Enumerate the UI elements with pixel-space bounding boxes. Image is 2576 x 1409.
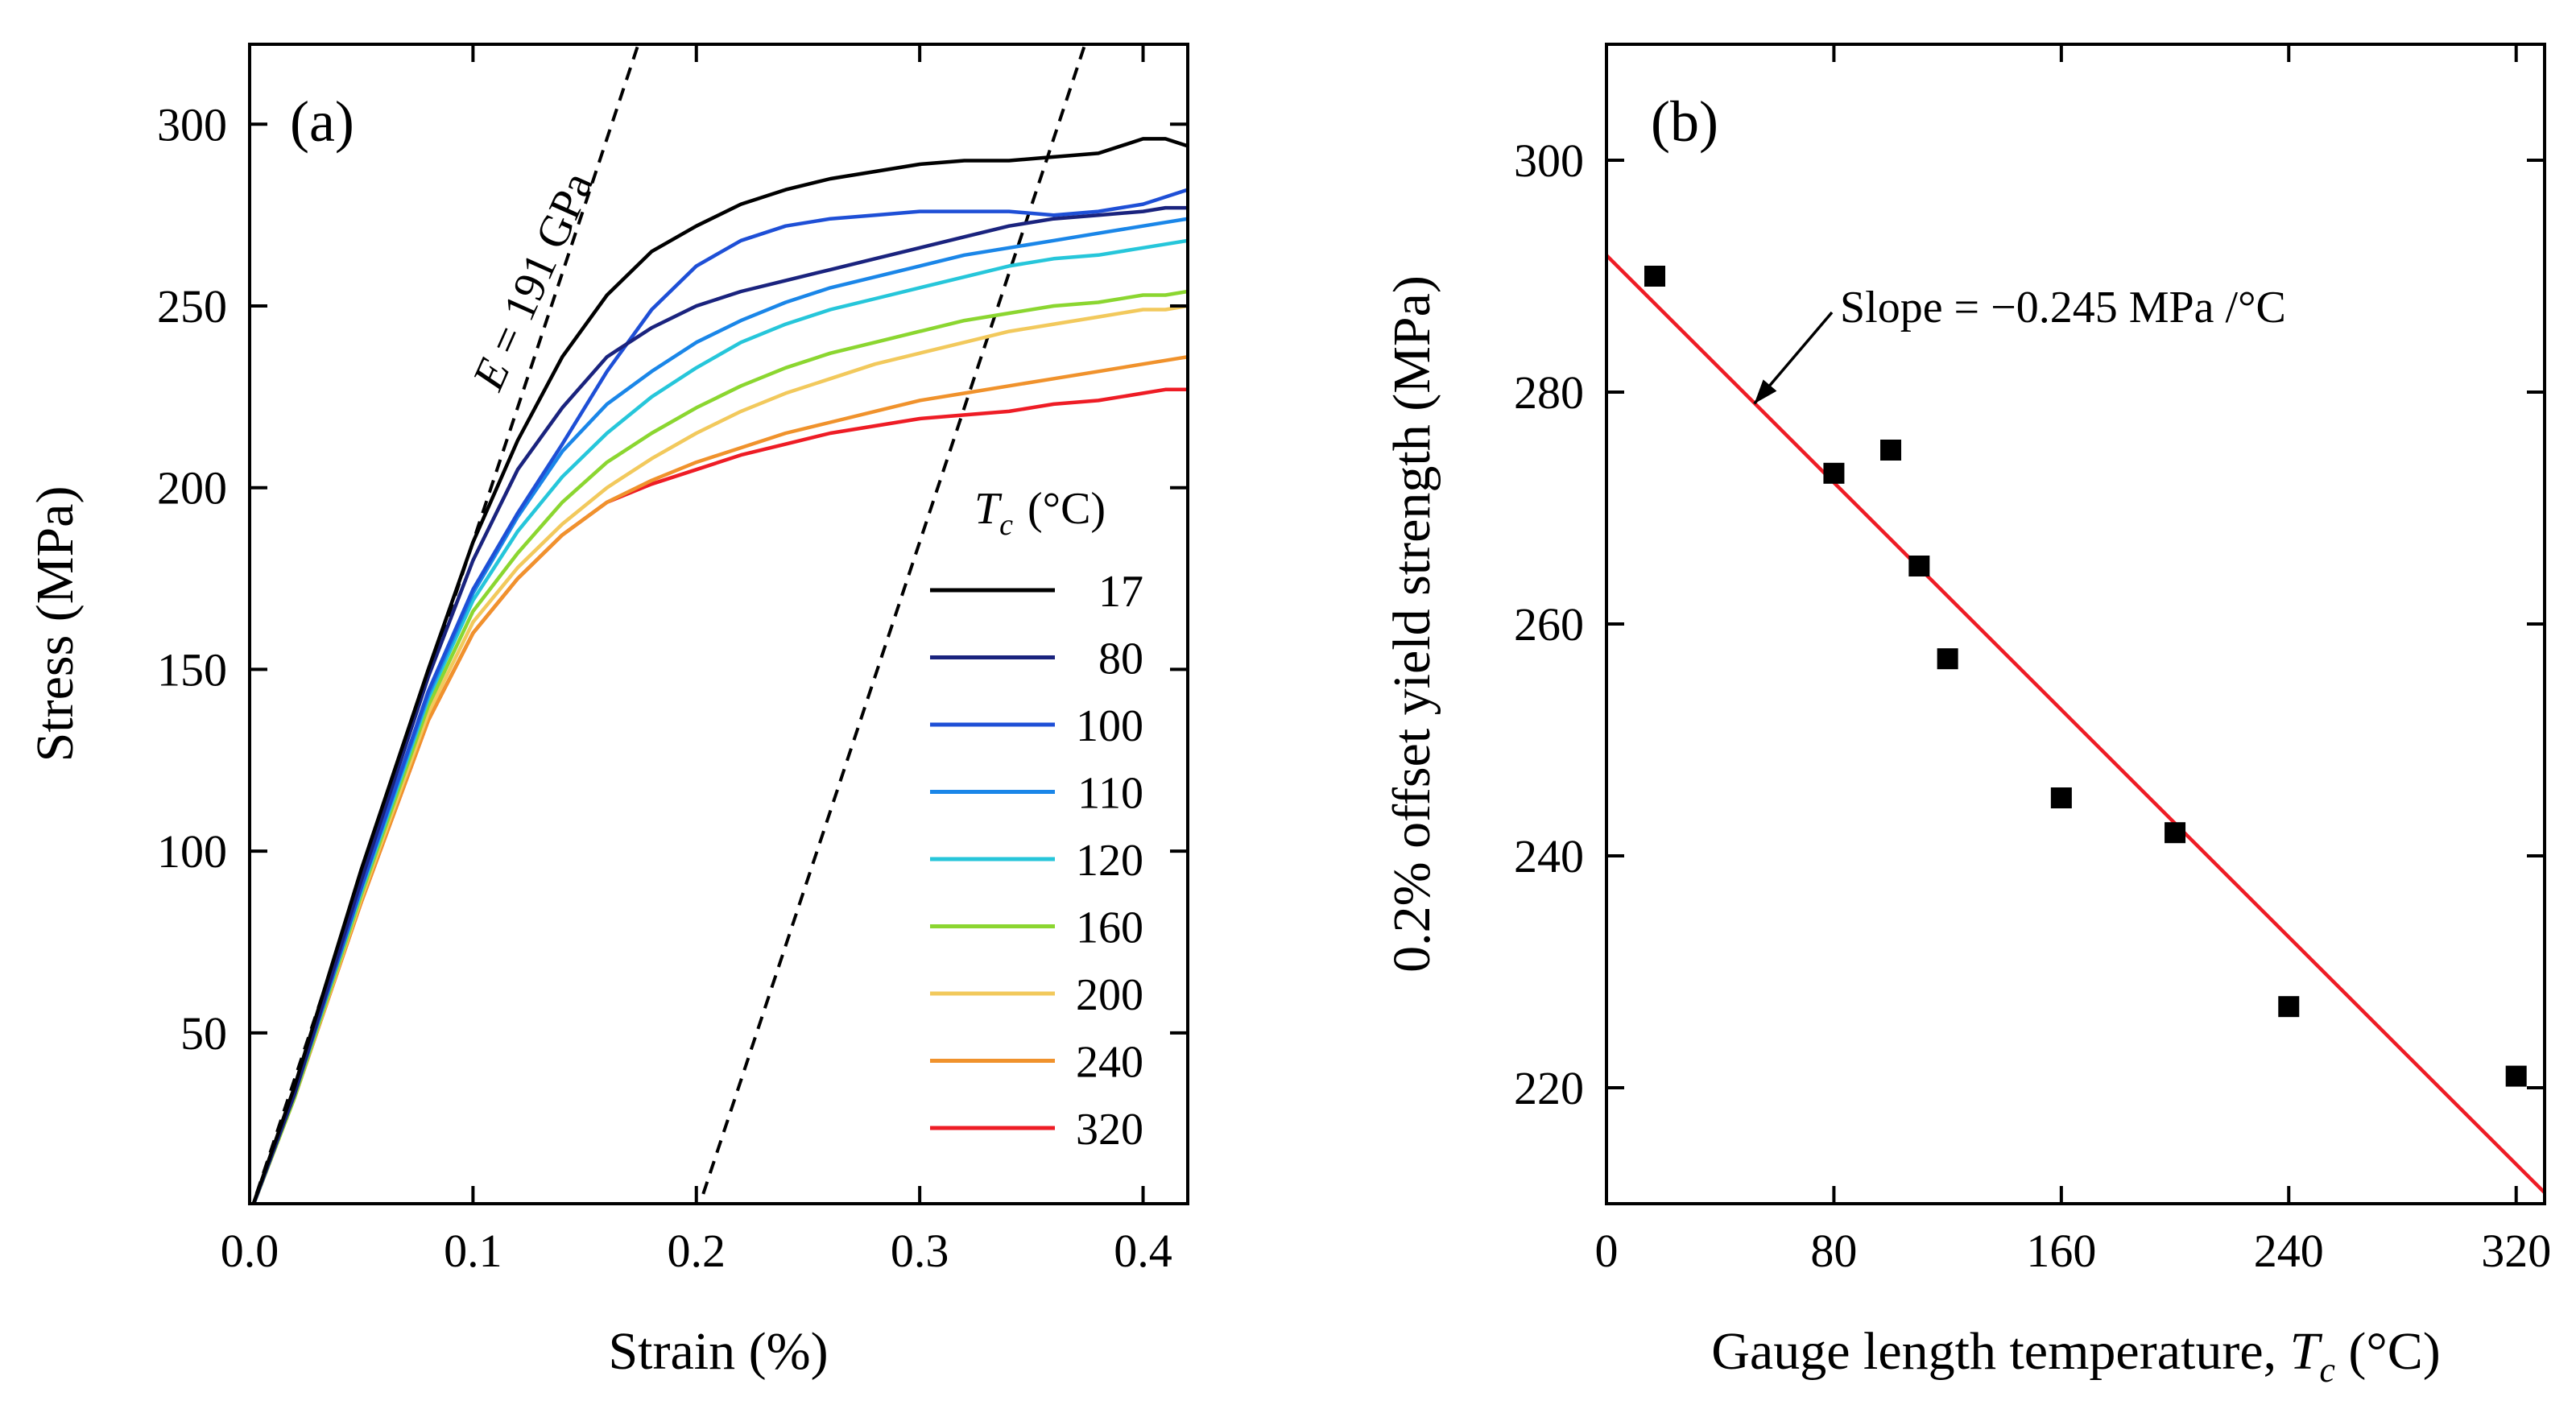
panel-label-a: (a) [290, 89, 354, 154]
plot-frame-a [248, 43, 1189, 1205]
series-line-200 [251, 304, 1188, 1204]
axis-ticks-b: 0 80 160 240 320 220 240 260 280 300 [1514, 44, 2551, 1277]
series-line-120 [251, 238, 1188, 1204]
a-y-tick-label: 50 [180, 1007, 227, 1060]
axis-ticks-a: 0.0 0.1 0.2 0.3 0.4 50 100 150 200 250 300 [157, 44, 1188, 1277]
reference-lines-group [251, 44, 1087, 1204]
scatter-points-group [1644, 266, 2527, 1087]
data-point [1880, 440, 1902, 461]
series-line-100 [251, 188, 1188, 1204]
legend-label-320: 320 [1076, 1105, 1143, 1155]
y-axis-title-b: 0.2% offset yield strength (MPa) [1383, 275, 1441, 973]
b-y-tick-label: 220 [1514, 1062, 1584, 1114]
data-point [1937, 648, 1958, 670]
legend-label-80: 80 [1098, 634, 1143, 684]
legend-label-110: 110 [1077, 769, 1143, 819]
b-x-tick-label: 160 [2026, 1225, 2096, 1277]
legend-label-120: 120 [1076, 836, 1143, 886]
b-x-tick-label: 80 [1810, 1225, 1857, 1277]
b-x-tick-label: 0 [1595, 1225, 1619, 1277]
x-axis-title-a: Strain (%) [608, 1322, 828, 1381]
panel-label-b: (b) [1651, 89, 1718, 154]
b-y-tick-label: 240 [1514, 830, 1584, 882]
stress-strain-series-group [251, 137, 1188, 1204]
a-x-tick-label: 0.4 [1114, 1225, 1172, 1277]
series-line-110 [251, 217, 1188, 1204]
data-point [2050, 787, 2072, 808]
a-x-tick-label: 0.1 [444, 1225, 502, 1277]
plot-frame-b [1605, 43, 2546, 1205]
a-y-tick-label: 200 [157, 462, 227, 514]
a-y-tick-label: 300 [157, 98, 227, 151]
data-point [2165, 822, 2186, 844]
fit-line [1606, 254, 2545, 1194]
arrow-head [1754, 379, 1777, 404]
series-line-17 [251, 137, 1188, 1204]
data-point [1908, 556, 1930, 576]
b-x-tick-label: 240 [2254, 1225, 2324, 1277]
legend-label-200: 200 [1076, 970, 1143, 1020]
offset-line [698, 44, 1087, 1204]
data-point [2278, 996, 2300, 1018]
x-axis-title-b: Gauge length temperature, Tc (°C) [1711, 1322, 2441, 1390]
a-x-tick-label: 0.0 [221, 1225, 279, 1277]
legend-label-240: 240 [1076, 1038, 1143, 1088]
legend-label-160: 160 [1076, 903, 1143, 953]
b-y-tick-label: 300 [1514, 134, 1584, 187]
series-line-240 [251, 354, 1188, 1204]
slope-annotation: Slope = −0.245 MPa /°C [1840, 283, 2286, 333]
legend-entries: 17 80 100 110 120 160 200 240 320 [930, 567, 1143, 1155]
data-point [2505, 1065, 2527, 1087]
fit-line-group [1606, 254, 2545, 1194]
a-y-tick-label: 100 [157, 825, 227, 878]
legend-title: Tc (°C) [974, 484, 1106, 542]
a-x-tick-label: 0.3 [891, 1225, 949, 1277]
slope-annotation-arrow [1753, 311, 1834, 405]
b-y-tick-label: 260 [1514, 598, 1584, 651]
a-y-tick-label: 250 [157, 280, 227, 333]
b-y-tick-label: 280 [1514, 366, 1584, 419]
legend-label-100: 100 [1076, 701, 1143, 751]
series-line-160 [251, 289, 1188, 1204]
panel-b-yield-strength-chart: 0 80 160 240 320 220 240 260 280 300 (b) Slope = … [1383, 43, 2551, 1390]
series-line-80 [251, 205, 1188, 1204]
a-x-tick-label: 0.2 [668, 1225, 726, 1277]
legend: Tc (°C) 17 80 100 110 120 160 200 240 320 [930, 484, 1143, 1155]
data-point [1644, 266, 1666, 287]
b-x-tick-label: 320 [2481, 1225, 2551, 1277]
data-point [1823, 462, 1845, 484]
y-axis-title-a: Stress (MPa) [26, 486, 85, 762]
a-y-tick-label: 150 [157, 643, 227, 696]
legend-label-17: 17 [1098, 567, 1143, 617]
